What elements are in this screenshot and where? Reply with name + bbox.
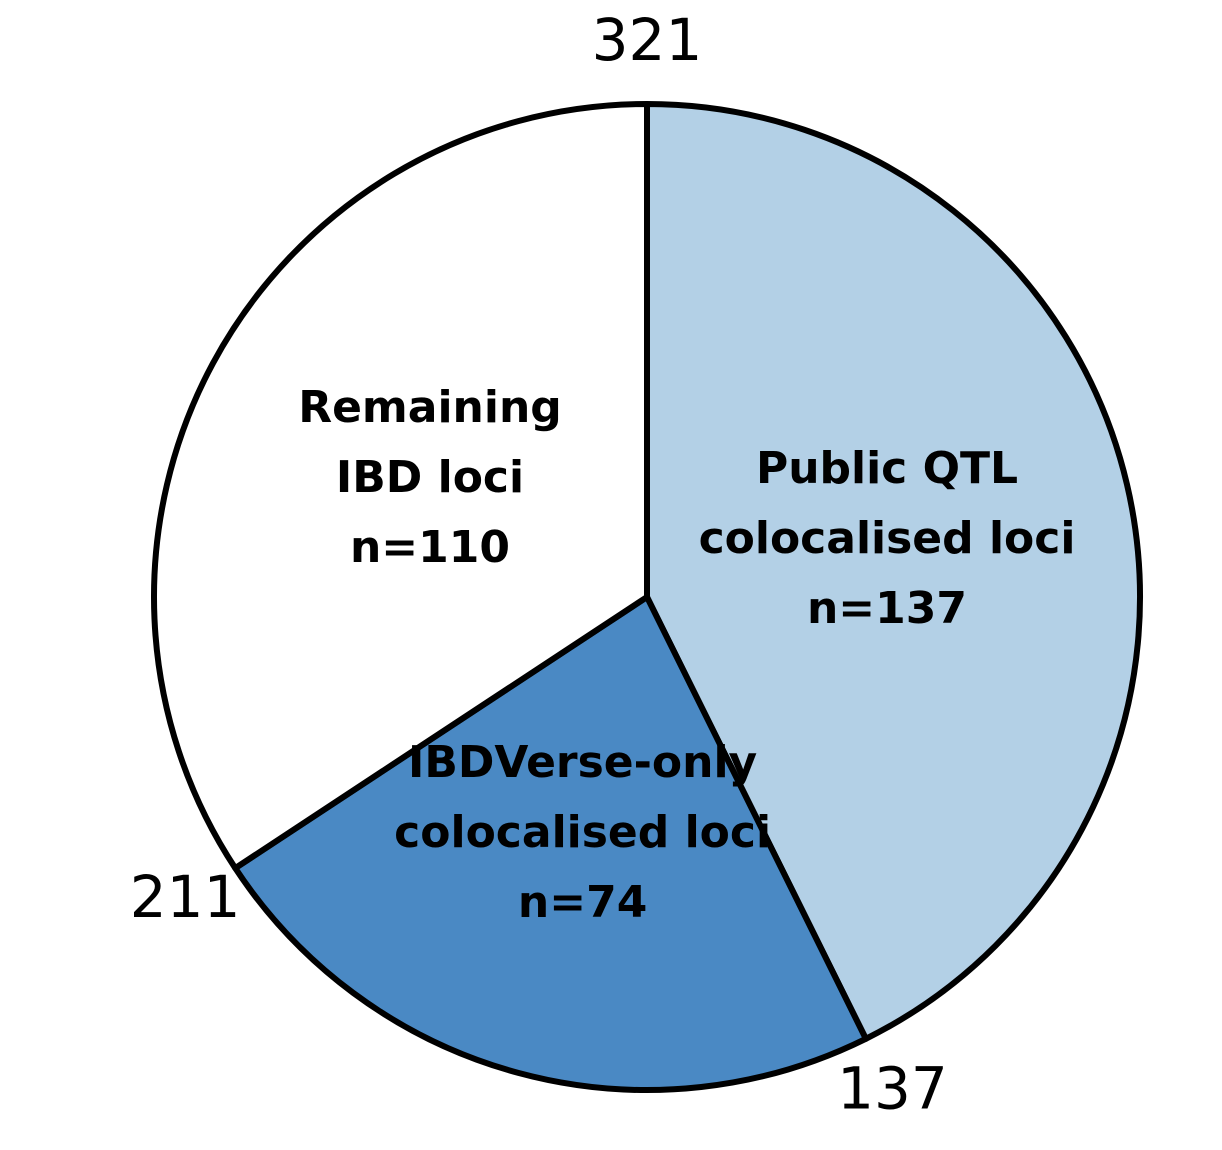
slice-label: colocalised loci (699, 513, 1076, 564)
slice-label: Remaining (298, 382, 562, 433)
pie-slice (644, 101, 1143, 1042)
tick-label: 321 (592, 6, 703, 74)
tick-label: 211 (130, 863, 241, 931)
tick-label: 137 (837, 1055, 948, 1123)
pie-slice (151, 101, 650, 872)
slice-label: IBDVerse-only (408, 737, 757, 788)
slice-label: IBD loci (336, 452, 524, 503)
slice-label: Public QTL (756, 443, 1018, 494)
slice-label: n=137 (807, 583, 967, 634)
slice-label: colocalised loci (394, 807, 771, 858)
pie-slice (232, 594, 869, 1093)
slice-label: n=110 (350, 522, 510, 573)
slice-label: n=74 (518, 877, 647, 928)
